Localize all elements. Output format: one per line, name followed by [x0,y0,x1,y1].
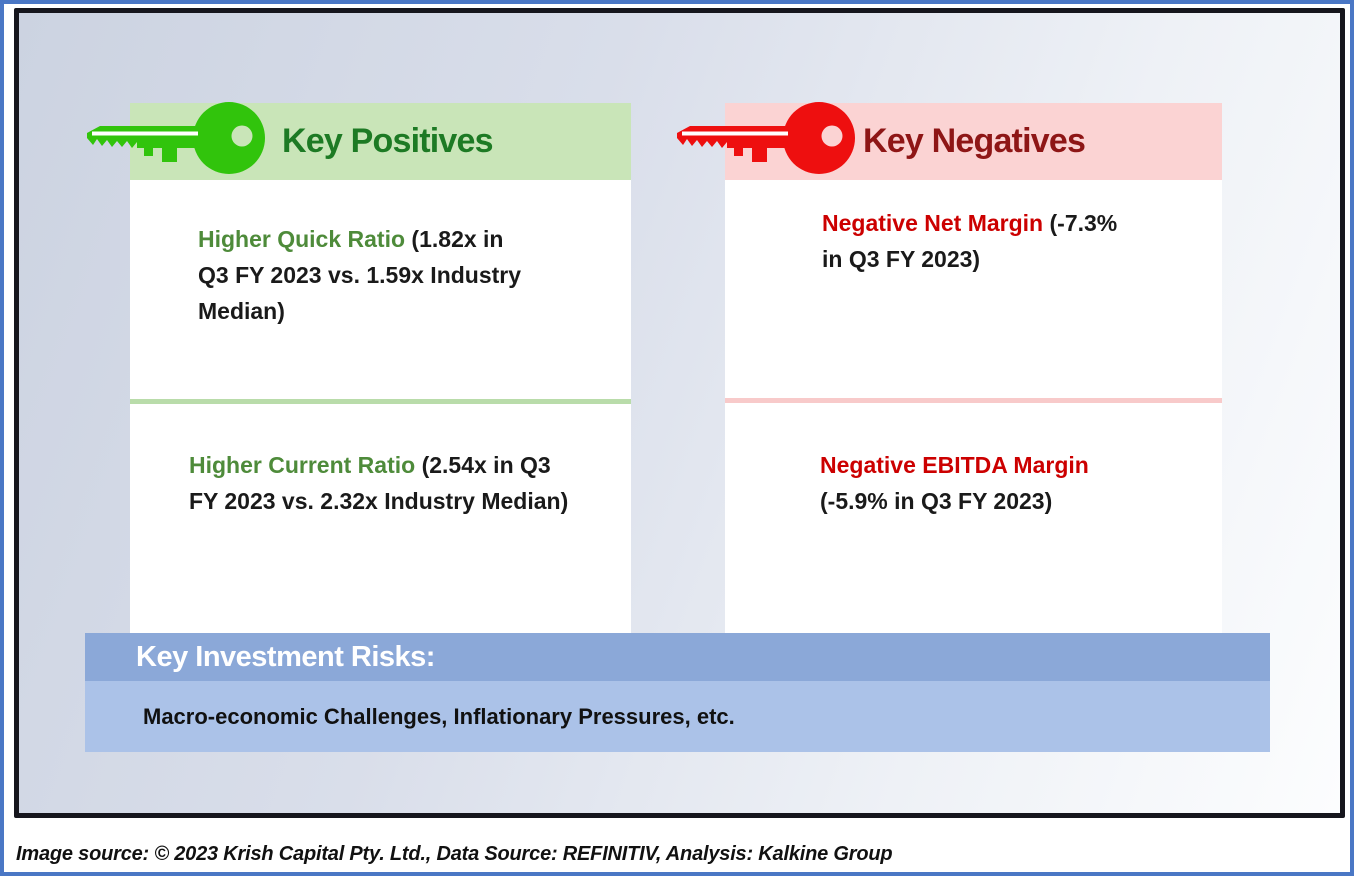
positives-card [130,180,631,633]
negative-item-net-margin: Negative Net Margin (-7.3% in Q3 FY 2023… [822,205,1137,277]
negative-item-net-margin-detail: (-7.3% in Q3 FY 2023) [822,210,1118,272]
investment-risks-header: Key Investment Risks: [85,633,1270,681]
positive-item-current-ratio-detail: (2.54x in Q3 FY 2023 vs. 2.32x Industry … [189,452,569,514]
investment-risks-body: Macro-economic Challenges, Inflationary … [143,703,735,729]
positive-item-quick-ratio: Higher Quick Ratio (1.82x in Q3 FY 2023 … [198,221,528,329]
negative-item-ebitda-margin-label: Negative EBITDA Margin [820,452,1089,478]
positive-item-quick-ratio-label: Higher Quick Ratio [198,226,406,252]
key-negatives-title: Key Negatives [863,122,1086,160]
negative-item-ebitda-margin-detail: (-5.9% in Q3 FY 2023) [820,488,1053,514]
key-icon-negative [677,102,855,174]
image-source-credit: Image source: © 2023 Krish Capital Pty. … [16,843,893,865]
key-positives-title: Key Positives [282,122,494,160]
investment-risks-title: Key Investment Risks: [136,640,435,673]
positive-item-current-ratio-label: Higher Current Ratio [189,452,416,478]
negatives-divider [725,398,1222,403]
negatives-card [725,180,1222,633]
negative-item-ebitda-margin: Negative EBITDA Margin (-5.9% in Q3 FY 2… [820,447,1130,519]
positives-divider [130,399,631,404]
positive-item-current-ratio: Higher Current Ratio (2.54x in Q3 FY 202… [189,447,574,519]
negative-item-net-margin-label: Negative Net Margin [822,210,1044,236]
investment-risks-body-bar: Macro-economic Challenges, Inflationary … [85,681,1270,752]
positive-item-quick-ratio-detail: (1.82x in Q3 FY 2023 vs. 1.59x Industry … [198,226,522,324]
key-icon-positive [87,102,265,174]
